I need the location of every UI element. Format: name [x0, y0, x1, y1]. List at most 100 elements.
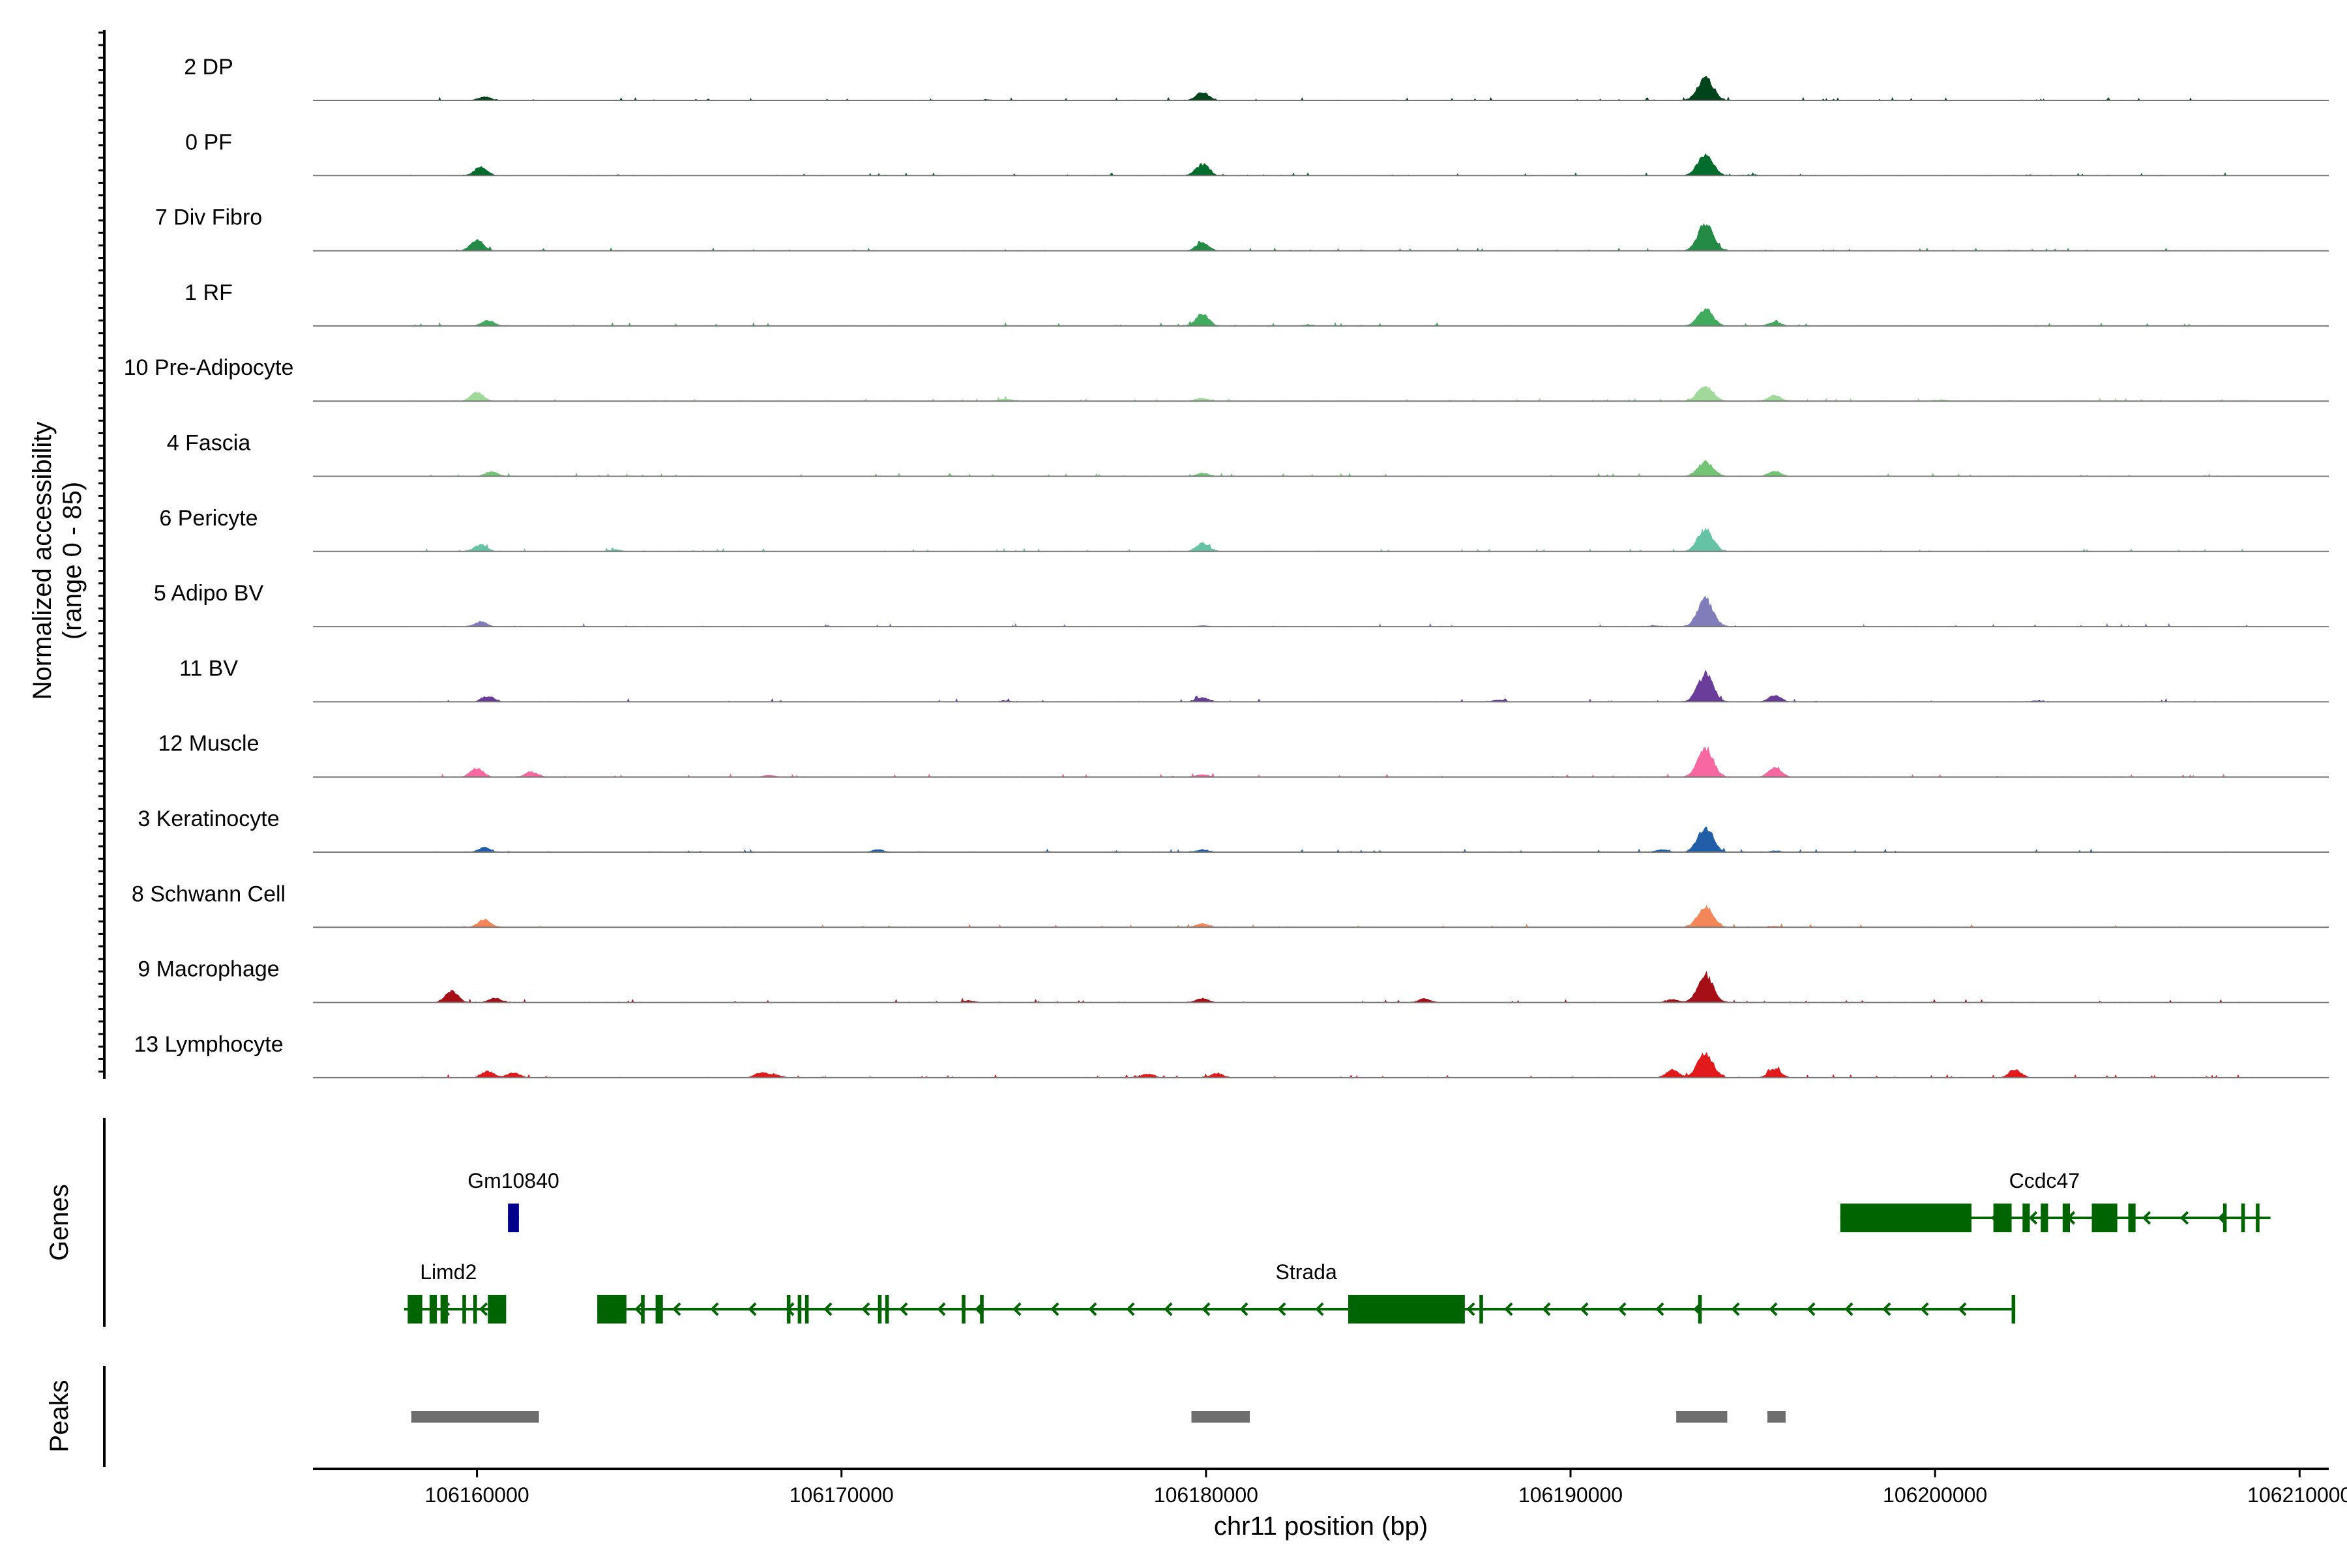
- gene-limd2: Limd2: [404, 1260, 507, 1324]
- strand-arrow: [710, 1302, 719, 1316]
- x-tick-label: 106160000: [425, 1483, 529, 1507]
- gene-exon: [2022, 1204, 2030, 1232]
- gene-label: Limd2: [420, 1260, 477, 1284]
- gene-exon: [429, 1295, 437, 1324]
- track-9-macrophage: 9 Macrophage: [138, 957, 2329, 1003]
- peak-region-bar: [1676, 1411, 1728, 1423]
- gene-exon: [462, 1295, 466, 1324]
- gene-exon: [980, 1295, 984, 1324]
- peak-regions: [411, 1411, 1786, 1423]
- gene-exon: [2011, 1295, 2016, 1324]
- gene-exon: [473, 1295, 477, 1324]
- track-label: 10 Pre-Adipocyte: [124, 355, 294, 380]
- track-6-pericyte: 6 Pericyte: [159, 506, 2329, 552]
- coverage-area: [313, 308, 2329, 326]
- strand-arrow: [1050, 1302, 1059, 1316]
- coverage-area: [313, 670, 2329, 702]
- gene-exon: [797, 1295, 802, 1324]
- gene-exon: [508, 1204, 519, 1232]
- track-8-schwann-cell: 8 Schwann Cell: [132, 881, 2329, 928]
- strand-arrow: [1277, 1302, 1286, 1316]
- track-label: 8 Schwann Cell: [132, 881, 286, 906]
- strand-arrow: [1315, 1302, 1324, 1316]
- strand-arrow: [672, 1302, 681, 1316]
- peaks-panel: Peaks: [45, 1366, 1786, 1467]
- peak-region-bar: [411, 1411, 539, 1423]
- gene-exon: [407, 1295, 422, 1324]
- coverage-area: [313, 527, 2329, 552]
- coverage-area: [313, 76, 2329, 100]
- gene-models: Gm10840 Ccdc47 Limd2 Strada: [404, 1169, 2271, 1324]
- track-label: 11 BV: [179, 656, 238, 681]
- strand-arrow: [1580, 1302, 1589, 1316]
- accessibility-y-axis: [98, 30, 106, 1079]
- gene-strada: Strada: [597, 1260, 2016, 1324]
- strand-arrow: [861, 1302, 870, 1316]
- coverage-area: [313, 904, 2329, 928]
- coverage-area: [313, 385, 2329, 402]
- track-label: 0 PF: [185, 130, 232, 155]
- strand-arrow: [2028, 1211, 2038, 1225]
- strand-arrow: [748, 1302, 757, 1316]
- gene-exon: [440, 1295, 448, 1324]
- strand-arrow: [1920, 1302, 1929, 1316]
- strand-arrow: [1088, 1302, 1097, 1316]
- track-label: 4 Fascia: [167, 431, 251, 456]
- coverage-area: [313, 826, 2329, 852]
- gene-exon: [2241, 1204, 2245, 1232]
- track-5-adipo-bv: 5 Adipo BV: [154, 581, 2329, 628]
- track-13-lymphocyte: 13 Lymphocyte: [134, 1032, 2329, 1078]
- strand-arrow: [899, 1302, 908, 1316]
- x-tick-label: 106210000: [2247, 1483, 2347, 1507]
- track-4-fascia: 4 Fascia: [167, 431, 2329, 477]
- x-tick-label: 106170000: [790, 1483, 894, 1507]
- gene-exon: [2128, 1204, 2136, 1232]
- track-label: 13 Lymphocyte: [134, 1032, 283, 1057]
- gene-exon: [488, 1295, 507, 1324]
- strand-arrow: [937, 1302, 946, 1316]
- gene-exon: [1348, 1295, 1465, 1324]
- gene-ccdc47: Ccdc47: [1840, 1169, 2271, 1232]
- gene-label: Gm10840: [467, 1169, 559, 1192]
- x-tick-label: 106200000: [1883, 1483, 1987, 1507]
- gene-exon: [804, 1295, 809, 1324]
- strand-arrow: [1769, 1302, 1778, 1316]
- strand-arrow: [2142, 1211, 2151, 1225]
- strand-arrow: [479, 1302, 488, 1316]
- track-label: 7 Div Fibro: [155, 205, 262, 230]
- gene-exon: [2091, 1204, 2118, 1232]
- strand-arrow: [1012, 1302, 1022, 1316]
- genomic-position-x-axis: 106160000 106170000 106180000 106190000 1062…: [313, 1468, 2347, 1541]
- track-11-bv: 11 BV: [179, 656, 2329, 703]
- gene-exon: [786, 1295, 791, 1324]
- gene-label: Strada: [1275, 1260, 1336, 1284]
- peak-region-bar: [1767, 1411, 1786, 1423]
- coverage-tracks: 2 DP 0 PF 7 Div Fibro 1 RF 10 Pre-Adipocyte 4…: [124, 55, 2329, 1078]
- track-label: 3 Keratinocyte: [138, 806, 279, 831]
- y-axis-title-line1: Normalized accessibility: [28, 422, 57, 700]
- strand-arrow: [1126, 1302, 1135, 1316]
- track-2-dp: 2 DP: [184, 55, 2329, 101]
- coverage-area: [313, 153, 2329, 176]
- genes-panel: Genes Gm10840 Ccdc47 Limd2 Strada: [45, 1118, 2271, 1327]
- strand-arrow: [2179, 1211, 2189, 1225]
- strand-arrow: [1807, 1302, 1816, 1316]
- x-tick-label: 106180000: [1154, 1483, 1258, 1507]
- x-axis-ticks: 106160000 106170000 106180000 106190000 1062…: [425, 1469, 2347, 1507]
- track-7-div-fibro: 7 Div Fibro: [155, 205, 2329, 252]
- gene-exon: [2062, 1204, 2071, 1232]
- peaks-panel-title: Peaks: [45, 1380, 74, 1452]
- coverage-area: [313, 745, 2329, 777]
- strand-arrow: [1466, 1302, 1475, 1316]
- track-label: 6 Pericyte: [159, 506, 258, 531]
- strand-arrow: [1202, 1302, 1211, 1316]
- gene-exon: [885, 1295, 889, 1324]
- coverage-area: [313, 1052, 2329, 1078]
- gene-exon: [1840, 1204, 1972, 1232]
- gene-exon: [641, 1295, 645, 1324]
- gene-gm10840: Gm10840: [467, 1169, 559, 1232]
- strand-arrow: [1882, 1302, 1891, 1316]
- genes-panel-title: Genes: [45, 1184, 74, 1261]
- gene-exon: [2256, 1204, 2260, 1232]
